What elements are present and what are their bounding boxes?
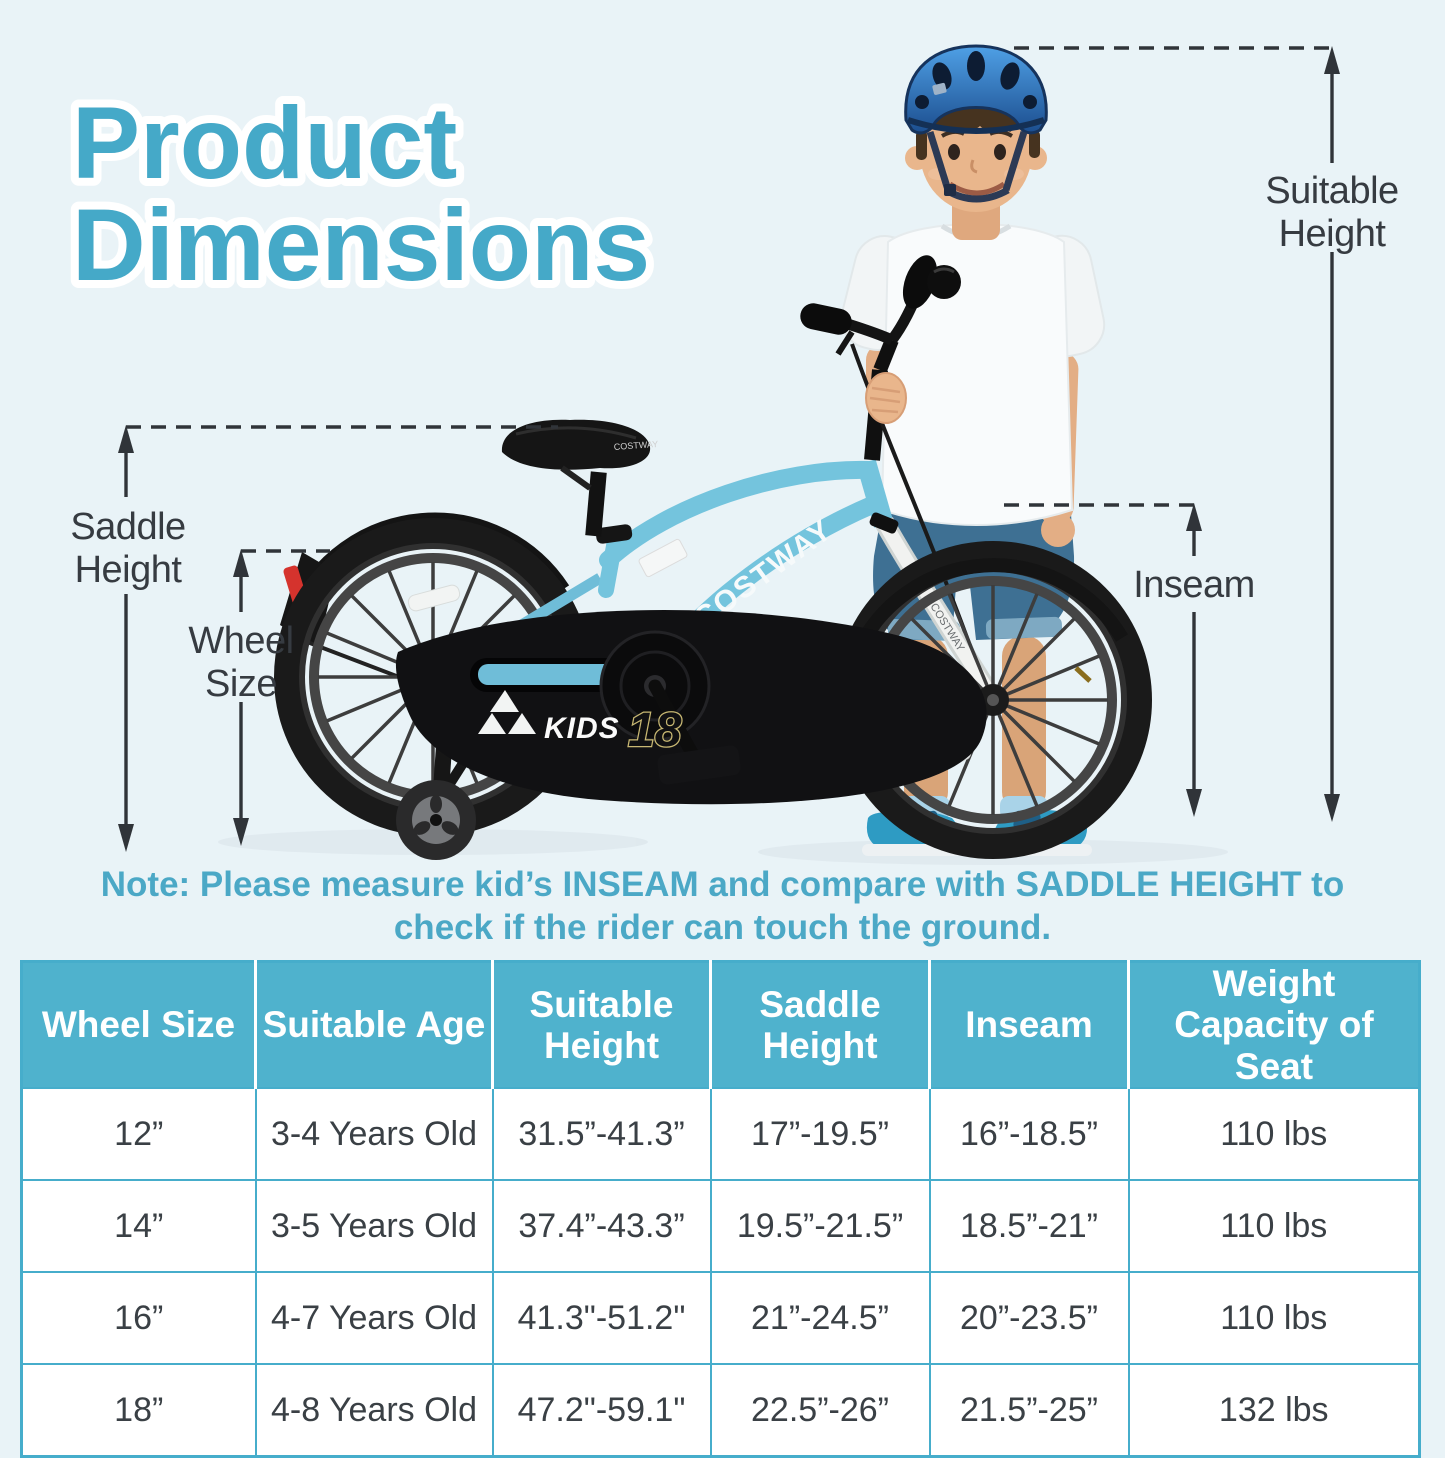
note-line2: check if the rider can touch the ground.	[393, 907, 1052, 947]
saddle-height-arrow	[118, 425, 558, 852]
note-line1: Note: Please measure kid’s INSEAM and co…	[100, 865, 1345, 904]
inseam-arrow	[1004, 503, 1202, 817]
bike-saddle: COSTWAY	[501, 419, 659, 491]
table-cell: 47.2"-59.1"	[491, 1363, 712, 1458]
table-row: 12” 3-4 Years Old 31.5”-41.3” 17”-19.5” …	[20, 1087, 1421, 1182]
pedal	[657, 745, 741, 785]
table-cell: 41.3"-51.2"	[491, 1271, 712, 1366]
table-cell: 4-7 Years Old	[254, 1271, 494, 1366]
tire-valve	[1074, 666, 1092, 683]
front-fender	[849, 558, 1128, 658]
column-header-suitable-height: Suitable Height	[492, 961, 712, 1089]
table-cell: 3-5 Years Old	[254, 1179, 494, 1274]
table-cell: 110 lbs	[1127, 1087, 1421, 1182]
table-cell: 110 lbs	[1127, 1179, 1421, 1274]
frame-sticker	[638, 538, 688, 578]
table-cell: 14”	[20, 1179, 257, 1274]
table-cell: 37.4”-43.3”	[491, 1179, 712, 1274]
table-cell: 110 lbs	[1127, 1271, 1421, 1366]
wheel-size-arrow	[233, 549, 330, 846]
guard-logo-triangles	[478, 690, 536, 734]
boy-left-hand	[865, 372, 907, 424]
table-row: 18” 4-8 Years Old 47.2"-59.1" 22.5”-26” …	[20, 1363, 1421, 1458]
column-header-saddle-height: Saddle Height	[710, 961, 931, 1089]
chain-guard: KIDS 18	[395, 610, 987, 805]
spec-table: Wheel Size Suitable Age Suitable Height S…	[20, 960, 1421, 1458]
table-header-row: Wheel Size Suitable Age Suitable Height S…	[21, 961, 1420, 1089]
table-cell: 4-8 Years Old	[254, 1363, 494, 1458]
guard-kids-text: KIDS	[544, 712, 620, 745]
bike-illustration: COSTWAY COSTWAY COSTWAY	[274, 255, 1152, 860]
boy-helmet	[904, 44, 1048, 203]
table-cell: 19.5”-21.5”	[709, 1179, 931, 1274]
table-cell: 31.5”-41.3”	[491, 1087, 712, 1182]
column-header-inseam: Inseam	[929, 961, 1130, 1089]
seat-post	[585, 471, 607, 537]
suitable-height-arrow	[1014, 46, 1340, 822]
table-cell: 17”-19.5”	[709, 1087, 931, 1182]
table-cell: 20”-23.5”	[928, 1271, 1130, 1366]
measurement-note: Note: Please measure kid’s INSEAM and co…	[70, 864, 1375, 949]
table-cell: 3-4 Years Old	[254, 1087, 494, 1182]
column-header-wheel-size: Wheel Size	[21, 961, 257, 1089]
table-cell: 18.5”-21”	[928, 1179, 1130, 1274]
table-cell: 16”	[20, 1271, 257, 1366]
boy-shirt	[840, 223, 1106, 526]
saddle-brand-text: COSTWAY	[613, 439, 658, 452]
title-line2: Dimensions	[72, 188, 650, 302]
table-row: 14” 3-5 Years Old 37.4”-43.3” 19.5”-21.5…	[20, 1179, 1421, 1274]
table-cell: 16”-18.5”	[928, 1087, 1130, 1182]
guard-size-text: 18	[628, 704, 682, 757]
table-cell: 21”-24.5”	[709, 1271, 931, 1366]
dimension-annotations	[118, 46, 1340, 852]
table-cell: 12”	[20, 1087, 257, 1182]
column-header-suitable-age: Suitable Age	[255, 961, 494, 1089]
pedal-crank	[648, 679, 704, 769]
suitable-height-label: Suitable Height	[1265, 170, 1399, 255]
spoke-reflector-rear	[407, 584, 461, 612]
title-line1: Product	[72, 86, 457, 200]
column-header-weight-capacity: Weight Capacity of Seat	[1128, 961, 1420, 1089]
table-cell: 132 lbs	[1127, 1363, 1421, 1458]
seat-clamp	[595, 524, 633, 544]
wheel-size-label: Wheel Size	[188, 620, 294, 705]
boy-right-hand	[1041, 513, 1075, 547]
page-title: Product Dimensions	[64, 78, 658, 310]
table-cell: 18”	[20, 1363, 257, 1458]
saddle-height-label: Saddle Height	[70, 506, 186, 591]
table-cell: 22.5”-26”	[709, 1363, 931, 1458]
table-row: 16” 4-7 Years Old 41.3"-51.2" 21”-24.5” …	[20, 1271, 1421, 1366]
bike-bell	[927, 265, 961, 299]
table-cell: 21.5”-25”	[928, 1363, 1130, 1458]
inseam-label: Inseam	[1133, 564, 1255, 606]
